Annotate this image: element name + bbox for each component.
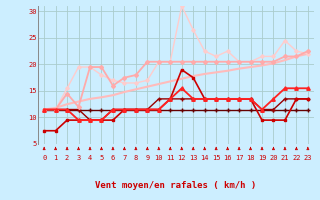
X-axis label: Vent moyen/en rafales ( km/h ): Vent moyen/en rafales ( km/h ) [95,181,257,190]
